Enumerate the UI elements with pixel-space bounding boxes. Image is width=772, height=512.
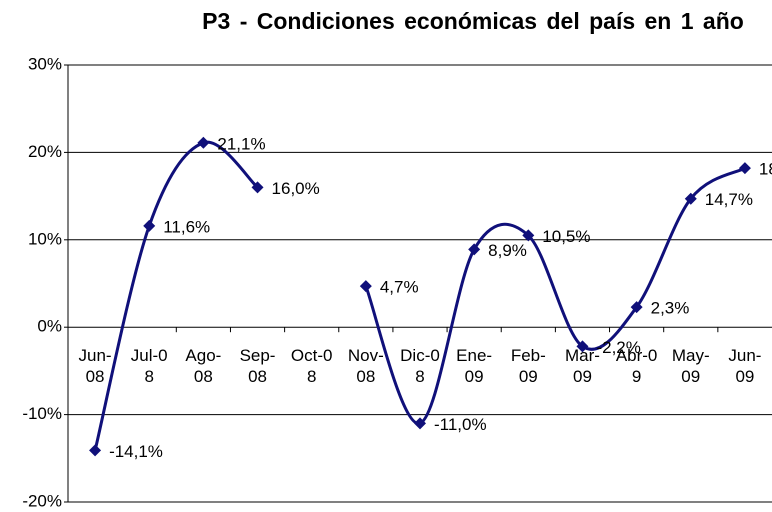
y-tick-label: 0% bbox=[37, 317, 62, 336]
x-tick-label: Feb-09 bbox=[510, 346, 546, 387]
data-label: 18,2% bbox=[759, 160, 772, 179]
x-tick-label: Abr-09 bbox=[615, 346, 658, 387]
marker bbox=[738, 162, 751, 175]
marker bbox=[576, 340, 589, 353]
marker bbox=[468, 243, 481, 256]
x-tick-label: Ene-09 bbox=[456, 346, 493, 387]
y-tick-label: 20% bbox=[28, 142, 62, 161]
x-tick-label: Jun-08 bbox=[78, 346, 112, 387]
x-tick-label: Jun-09 bbox=[728, 346, 762, 387]
x-tick-label: Oct-08 bbox=[290, 346, 333, 387]
marker bbox=[89, 444, 102, 457]
data-label: 11,6% bbox=[163, 217, 210, 236]
data-label: -14,1% bbox=[109, 442, 163, 461]
line bbox=[93, 140, 746, 451]
marker bbox=[522, 229, 535, 242]
marker bbox=[197, 136, 210, 149]
data-label: 10,5% bbox=[542, 227, 590, 246]
data-label: 16,0% bbox=[272, 179, 320, 198]
data-label: 2,3% bbox=[651, 299, 690, 318]
x-tick-label: May-09 bbox=[671, 346, 710, 387]
data-label: 8,9% bbox=[488, 241, 527, 260]
data-label: 4,7% bbox=[380, 278, 419, 297]
x-tick-label: Dic-08 bbox=[400, 346, 440, 387]
y-tick-label: 30% bbox=[28, 54, 62, 73]
marker bbox=[359, 280, 372, 293]
marker bbox=[684, 192, 697, 205]
x-tick-label: Jul-08 bbox=[130, 346, 168, 387]
y-tick-label: 10% bbox=[28, 229, 62, 248]
x-tick-label: Sep-08 bbox=[239, 346, 276, 387]
marker bbox=[251, 181, 264, 194]
y-tick-label: -20% bbox=[22, 491, 62, 510]
data-label: 14,7% bbox=[705, 190, 753, 209]
marker bbox=[143, 219, 156, 232]
data-label: -2,2% bbox=[596, 338, 640, 357]
marker bbox=[414, 417, 426, 430]
marker bbox=[630, 301, 643, 314]
x-tick-label: Mar-09 bbox=[564, 346, 600, 387]
x-tick-label: Ago-08 bbox=[185, 346, 222, 387]
data-label: -11,0% bbox=[434, 415, 487, 434]
data-label: 21,1% bbox=[217, 134, 265, 153]
y-tick-label: -10% bbox=[22, 404, 62, 423]
x-tick-label: Nov-08 bbox=[347, 346, 384, 387]
chart-title: P3 - Condiciones económicas del país en … bbox=[202, 8, 744, 34]
